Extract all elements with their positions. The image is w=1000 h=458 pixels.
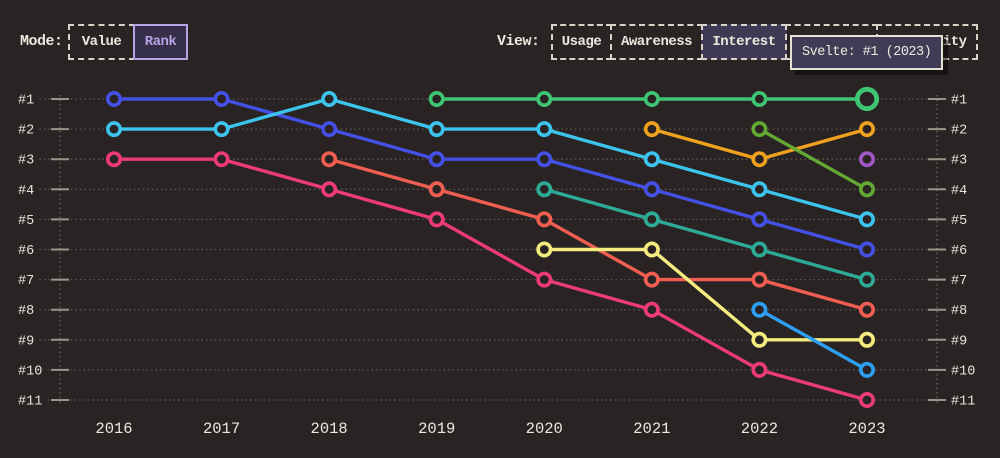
year-label: 2018 — [311, 420, 348, 438]
chart-point-rose-pink[interactable] — [428, 211, 445, 228]
rank-label-left: #6 — [18, 244, 34, 259]
chart-point-teal[interactable] — [858, 271, 875, 288]
chart-point-cyan[interactable] — [428, 121, 445, 138]
chart-point-amber-orange[interactable] — [858, 121, 875, 138]
rank-label-right: #6 — [951, 244, 967, 259]
rank-label-left: #2 — [18, 124, 34, 139]
chart-point-coral-red[interactable] — [428, 181, 445, 198]
chart-point-purple[interactable] — [858, 151, 875, 168]
chart-point-coral-red[interactable] — [321, 151, 338, 168]
chart-point-royal-blue[interactable] — [428, 151, 445, 168]
year-label: 2017 — [203, 420, 240, 438]
chart-point-rose-pink[interactable] — [858, 391, 875, 408]
chart-point-rose-pink[interactable] — [751, 361, 768, 378]
chart-point-pale-yellow[interactable] — [643, 241, 660, 258]
view-option-usage[interactable]: Usage — [551, 24, 612, 60]
rank-label-right: #7 — [951, 274, 967, 289]
chart-point-Svelte[interactable] — [751, 91, 768, 108]
series-line-teal[interactable] — [542, 187, 869, 282]
chart-point-leaf-green[interactable] — [858, 181, 875, 198]
chart-point-cyan[interactable] — [321, 91, 338, 108]
series-line-coral-red[interactable] — [327, 157, 869, 312]
rank-label-left: #1 — [18, 94, 34, 109]
chart-point-royal-blue[interactable] — [858, 241, 875, 258]
chart-tooltip: Svelte: #1 (2023) — [790, 35, 944, 70]
chart-point-teal[interactable] — [536, 181, 553, 198]
view-label: View: — [497, 33, 540, 50]
chart-point-sky-blue[interactable] — [858, 361, 875, 378]
rank-label-right: #4 — [951, 184, 967, 199]
mode-label: Mode: — [20, 33, 63, 50]
chart-point-teal[interactable] — [751, 241, 768, 258]
chart-point-pale-yellow[interactable] — [536, 241, 553, 258]
series-line-leaf-green[interactable] — [757, 127, 869, 192]
chart-point-rose-pink[interactable] — [536, 271, 553, 288]
rank-label-right: #1 — [951, 94, 967, 109]
series-line-royal-blue[interactable] — [112, 97, 869, 252]
chart-point-royal-blue[interactable] — [643, 181, 660, 198]
rank-label-right: #10 — [951, 364, 975, 379]
chart-point-cyan[interactable] — [536, 121, 553, 138]
chart-point-cyan[interactable] — [643, 151, 660, 168]
rank-label-right: #11 — [951, 395, 975, 410]
chart-point-Svelte[interactable] — [428, 91, 445, 108]
chart-point-royal-blue[interactable] — [536, 151, 553, 168]
chart-point-royal-blue[interactable] — [751, 211, 768, 228]
chart-point-royal-blue[interactable] — [321, 121, 338, 138]
chart-point-cyan[interactable] — [106, 121, 123, 138]
rank-label-left: #7 — [18, 274, 34, 289]
series-line-rose-pink[interactable] — [112, 157, 869, 402]
chart-point-rose-pink[interactable] — [213, 151, 230, 168]
chart-point-pale-yellow[interactable] — [858, 331, 875, 348]
rank-label-right: #5 — [951, 214, 967, 229]
chart-point-amber-orange[interactable] — [643, 121, 660, 138]
chart-point-cyan[interactable] — [213, 121, 230, 138]
year-label: 2016 — [95, 420, 132, 438]
chart-point-coral-red[interactable] — [751, 271, 768, 288]
chart-point-teal[interactable] — [643, 211, 660, 228]
chart-tooltip-text: Svelte: #1 (2023) — [802, 45, 932, 60]
chart-point-Svelte[interactable] — [854, 86, 880, 112]
chart-point-leaf-green[interactable] — [751, 121, 768, 138]
chart-point-rose-pink[interactable] — [106, 151, 123, 168]
chart-point-rose-pink[interactable] — [321, 181, 338, 198]
year-label: 2023 — [848, 420, 885, 438]
rank-label-left: #11 — [18, 395, 42, 410]
rank-label-right: #3 — [951, 154, 967, 169]
year-label: 2022 — [741, 420, 778, 438]
year-label: 2021 — [633, 420, 670, 438]
series-line-sky-blue[interactable] — [757, 308, 869, 372]
rank-label-left: #8 — [18, 304, 34, 319]
chart-point-cyan[interactable] — [751, 181, 768, 198]
view-option-awareness[interactable]: Awareness — [610, 24, 703, 60]
rank-label-left: #9 — [18, 334, 34, 349]
chart-point-coral-red[interactable] — [858, 301, 875, 318]
mode-option-rank[interactable]: Rank — [133, 24, 188, 60]
mode-option-value[interactable]: Value — [68, 24, 135, 60]
chart-point-rose-pink[interactable] — [643, 301, 660, 318]
series-line-cyan[interactable] — [112, 97, 869, 222]
chart-point-sky-blue[interactable] — [751, 301, 768, 318]
chart-point-royal-blue[interactable] — [106, 91, 123, 108]
chart-point-Svelte[interactable] — [643, 91, 660, 108]
year-label: 2019 — [418, 420, 455, 438]
chart-point-amber-orange[interactable] — [751, 151, 768, 168]
year-label: 2020 — [526, 420, 563, 438]
rank-label-left: #10 — [18, 364, 42, 379]
rank-label-right: #8 — [951, 304, 967, 319]
chart-point-coral-red[interactable] — [536, 211, 553, 228]
view-option-interest[interactable]: Interest — [701, 24, 787, 60]
chart-point-royal-blue[interactable] — [213, 91, 230, 108]
rank-label-left: #5 — [18, 214, 34, 229]
chart-point-cyan[interactable] — [858, 211, 875, 228]
rank-label-right: #2 — [951, 124, 967, 139]
chart-point-pale-yellow[interactable] — [751, 331, 768, 348]
rank-label-left: #4 — [18, 184, 34, 199]
chart-point-coral-red[interactable] — [643, 271, 660, 288]
rank-label-right: #9 — [951, 334, 967, 349]
rank-label-left: #3 — [18, 154, 34, 169]
chart-point-Svelte[interactable] — [536, 91, 553, 108]
